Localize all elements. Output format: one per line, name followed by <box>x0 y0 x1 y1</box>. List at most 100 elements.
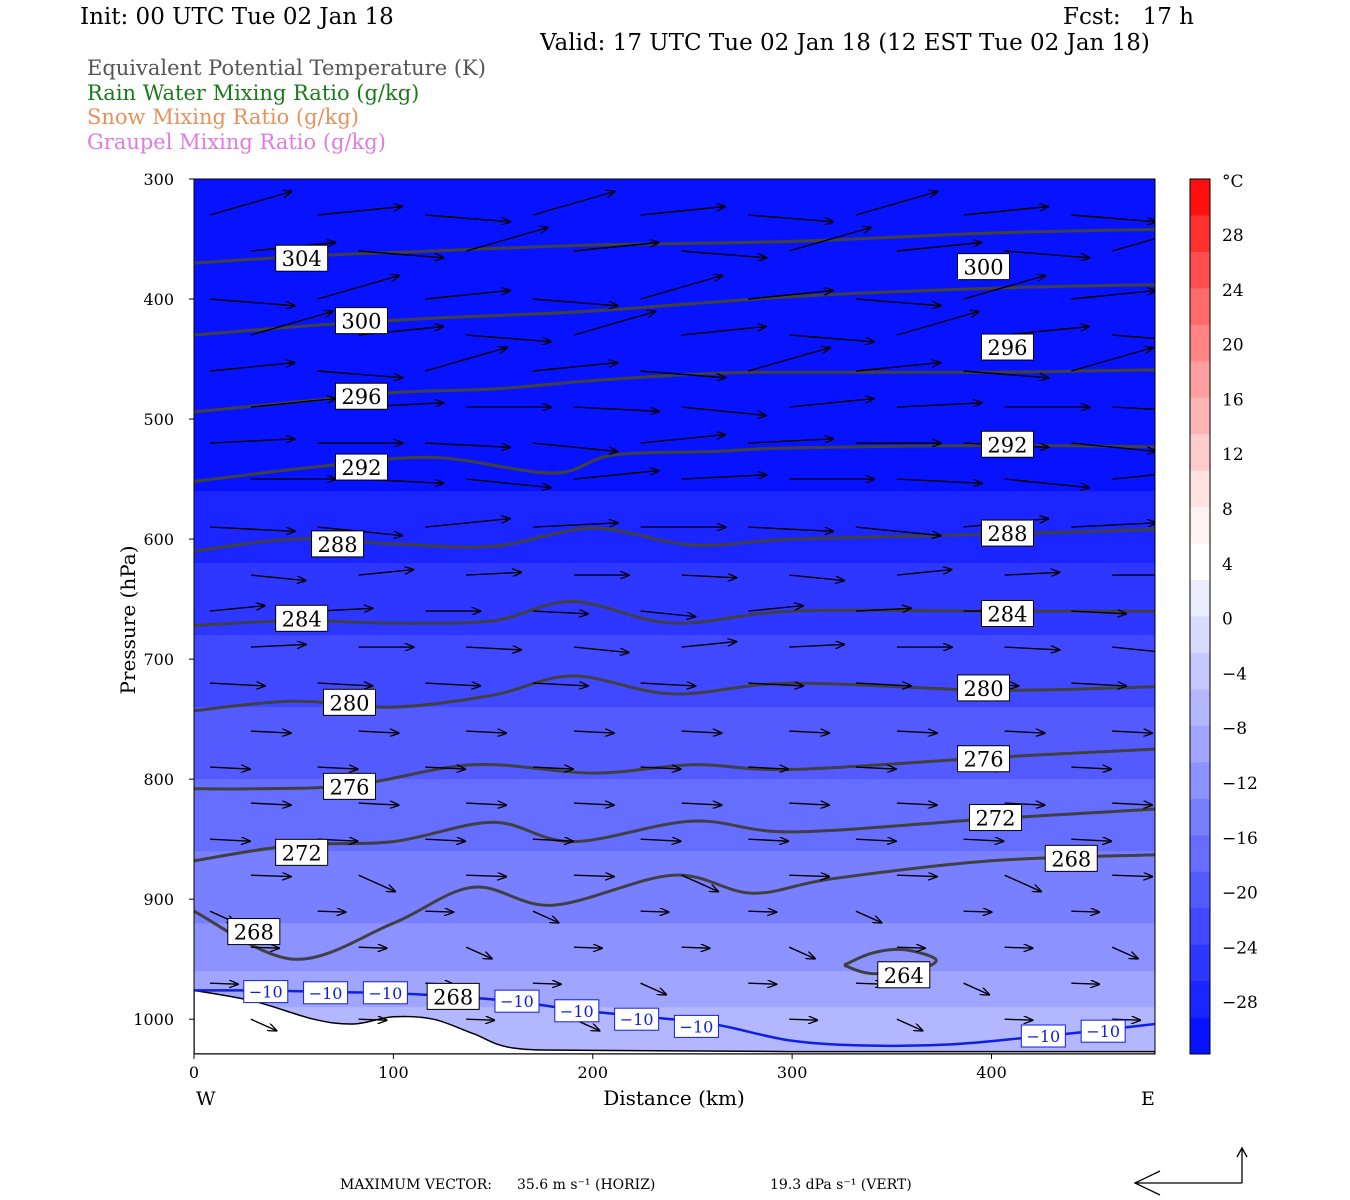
wind-vector <box>855 298 941 306</box>
colorbar-swatch <box>1190 543 1210 581</box>
temp-fill-band <box>194 851 1155 925</box>
wind-vector <box>1071 214 1155 222</box>
wind-vector <box>317 911 346 912</box>
isotherm-label: −10 <box>554 999 600 1023</box>
colorbar-swatch <box>1190 871 1210 909</box>
theta-e-contour-272 <box>194 807 1155 863</box>
contour-label-text: 268 <box>433 985 473 1009</box>
wind-vector <box>963 276 1046 300</box>
colorbar-swatch <box>1190 908 1210 946</box>
wind-vector <box>681 250 767 258</box>
temp-fill-band <box>194 923 1155 973</box>
colorbar-swatch <box>1190 835 1210 873</box>
wind-vector <box>1004 874 1042 891</box>
wind-vector <box>1071 683 1126 686</box>
wind-vector <box>640 767 681 769</box>
contour-label: 264 <box>877 961 931 989</box>
wind-vector <box>317 683 373 686</box>
contour-label-text: 296 <box>341 385 381 409</box>
wind-vector <box>425 519 510 528</box>
wind-vector <box>573 803 614 805</box>
y-tick-label: 1000 <box>133 1010 174 1029</box>
isotherm-label: −10 <box>362 981 408 1005</box>
wind-vector <box>532 983 561 984</box>
wind-vector <box>1071 291 1155 300</box>
contour-label: 284 <box>275 604 329 632</box>
wind-vector <box>640 911 669 912</box>
colorbar-swatch <box>1190 1017 1210 1055</box>
colorbar-swatch <box>1190 689 1210 727</box>
colorbar-tick-label: 16 <box>1222 390 1244 410</box>
wind-vector <box>681 947 710 948</box>
wind-vector <box>1004 947 1033 948</box>
wind-vector <box>573 312 656 336</box>
colorbar-tick-label: 8 <box>1222 500 1233 520</box>
isotherm-label-text: −10 <box>369 984 403 1003</box>
wind-vector <box>1112 803 1152 805</box>
wind-vector <box>1071 839 1111 841</box>
colorbar-swatch <box>1190 434 1210 472</box>
contour-label-text: 284 <box>282 607 322 631</box>
wind-vector <box>748 983 776 984</box>
wind-vector <box>896 478 982 483</box>
wind-vector <box>896 731 937 733</box>
valid-time: Valid: 17 UTC Tue 02 Jan 18 (12 EST Tue … <box>540 30 1150 56</box>
isotherm-label-text: −10 <box>309 984 343 1003</box>
colorbar-swatch <box>1190 324 1210 362</box>
wind-vector <box>532 192 615 216</box>
wind-vector <box>532 363 618 372</box>
wind-vector <box>855 608 911 611</box>
wind-vector <box>789 731 829 733</box>
wind-vector <box>789 644 844 647</box>
wind-vector <box>209 983 238 984</box>
isotherm-label-text: −10 <box>1086 1022 1120 1041</box>
wind-vector <box>789 399 874 408</box>
contour-label: 272 <box>968 804 1022 832</box>
colorbar-tick-label: −4 <box>1222 664 1247 684</box>
wind-vector <box>640 207 726 216</box>
wind-vector <box>532 611 588 614</box>
colorbar-tick-label: 20 <box>1222 336 1244 356</box>
wind-vector <box>1004 250 1090 258</box>
wind-vector <box>855 839 896 841</box>
wind-vector <box>250 644 306 647</box>
wind-vector <box>317 767 358 769</box>
y-tick-label: 600 <box>143 530 174 549</box>
wind-vector <box>681 874 719 891</box>
y-tick-label: 500 <box>143 410 174 429</box>
wind-vector <box>1004 478 1090 488</box>
max-vector-label: MAXIMUM VECTOR: <box>340 1177 492 1193</box>
wind-vector <box>573 471 659 480</box>
contour-label-text: 296 <box>987 336 1027 360</box>
wind-vector <box>425 767 465 769</box>
isotherm-label-text: −10 <box>249 983 283 1002</box>
wind-vector <box>789 574 844 581</box>
wind-vector <box>855 526 941 536</box>
x-tick-label: 200 <box>577 1063 608 1082</box>
wind-vector <box>209 606 265 612</box>
wind-vector <box>532 683 588 686</box>
wind-vector <box>425 839 465 841</box>
colorbar-swatch <box>1190 470 1210 508</box>
colorbar-tick-label: 4 <box>1222 555 1233 575</box>
wind-vector <box>855 192 938 216</box>
colorbar-tick-label: −12 <box>1222 774 1258 794</box>
wind-vector <box>425 348 507 372</box>
isotherm-label: −10 <box>243 980 289 1004</box>
wind-vector <box>425 911 453 912</box>
wind-vector <box>358 250 444 258</box>
contour-label: 268 <box>227 918 281 946</box>
forecast-hour: Fcst: 17 h <box>1063 4 1194 30</box>
wind-vector <box>209 363 295 372</box>
wind-vector <box>896 1018 923 1030</box>
contour-label-text: 304 <box>282 247 322 271</box>
max-vector-vert: 19.3 dPa s⁻¹ (VERT) <box>770 1177 912 1193</box>
x-tick-label: 0 <box>189 1063 199 1082</box>
wind-vector <box>896 875 937 876</box>
y-tick-label: 800 <box>143 770 174 789</box>
colorbar-swatch <box>1190 251 1210 289</box>
wind-vector <box>466 647 521 650</box>
wind-vector <box>425 442 510 447</box>
contour-label: 272 <box>275 838 329 866</box>
contour-label-text: 284 <box>987 602 1027 626</box>
